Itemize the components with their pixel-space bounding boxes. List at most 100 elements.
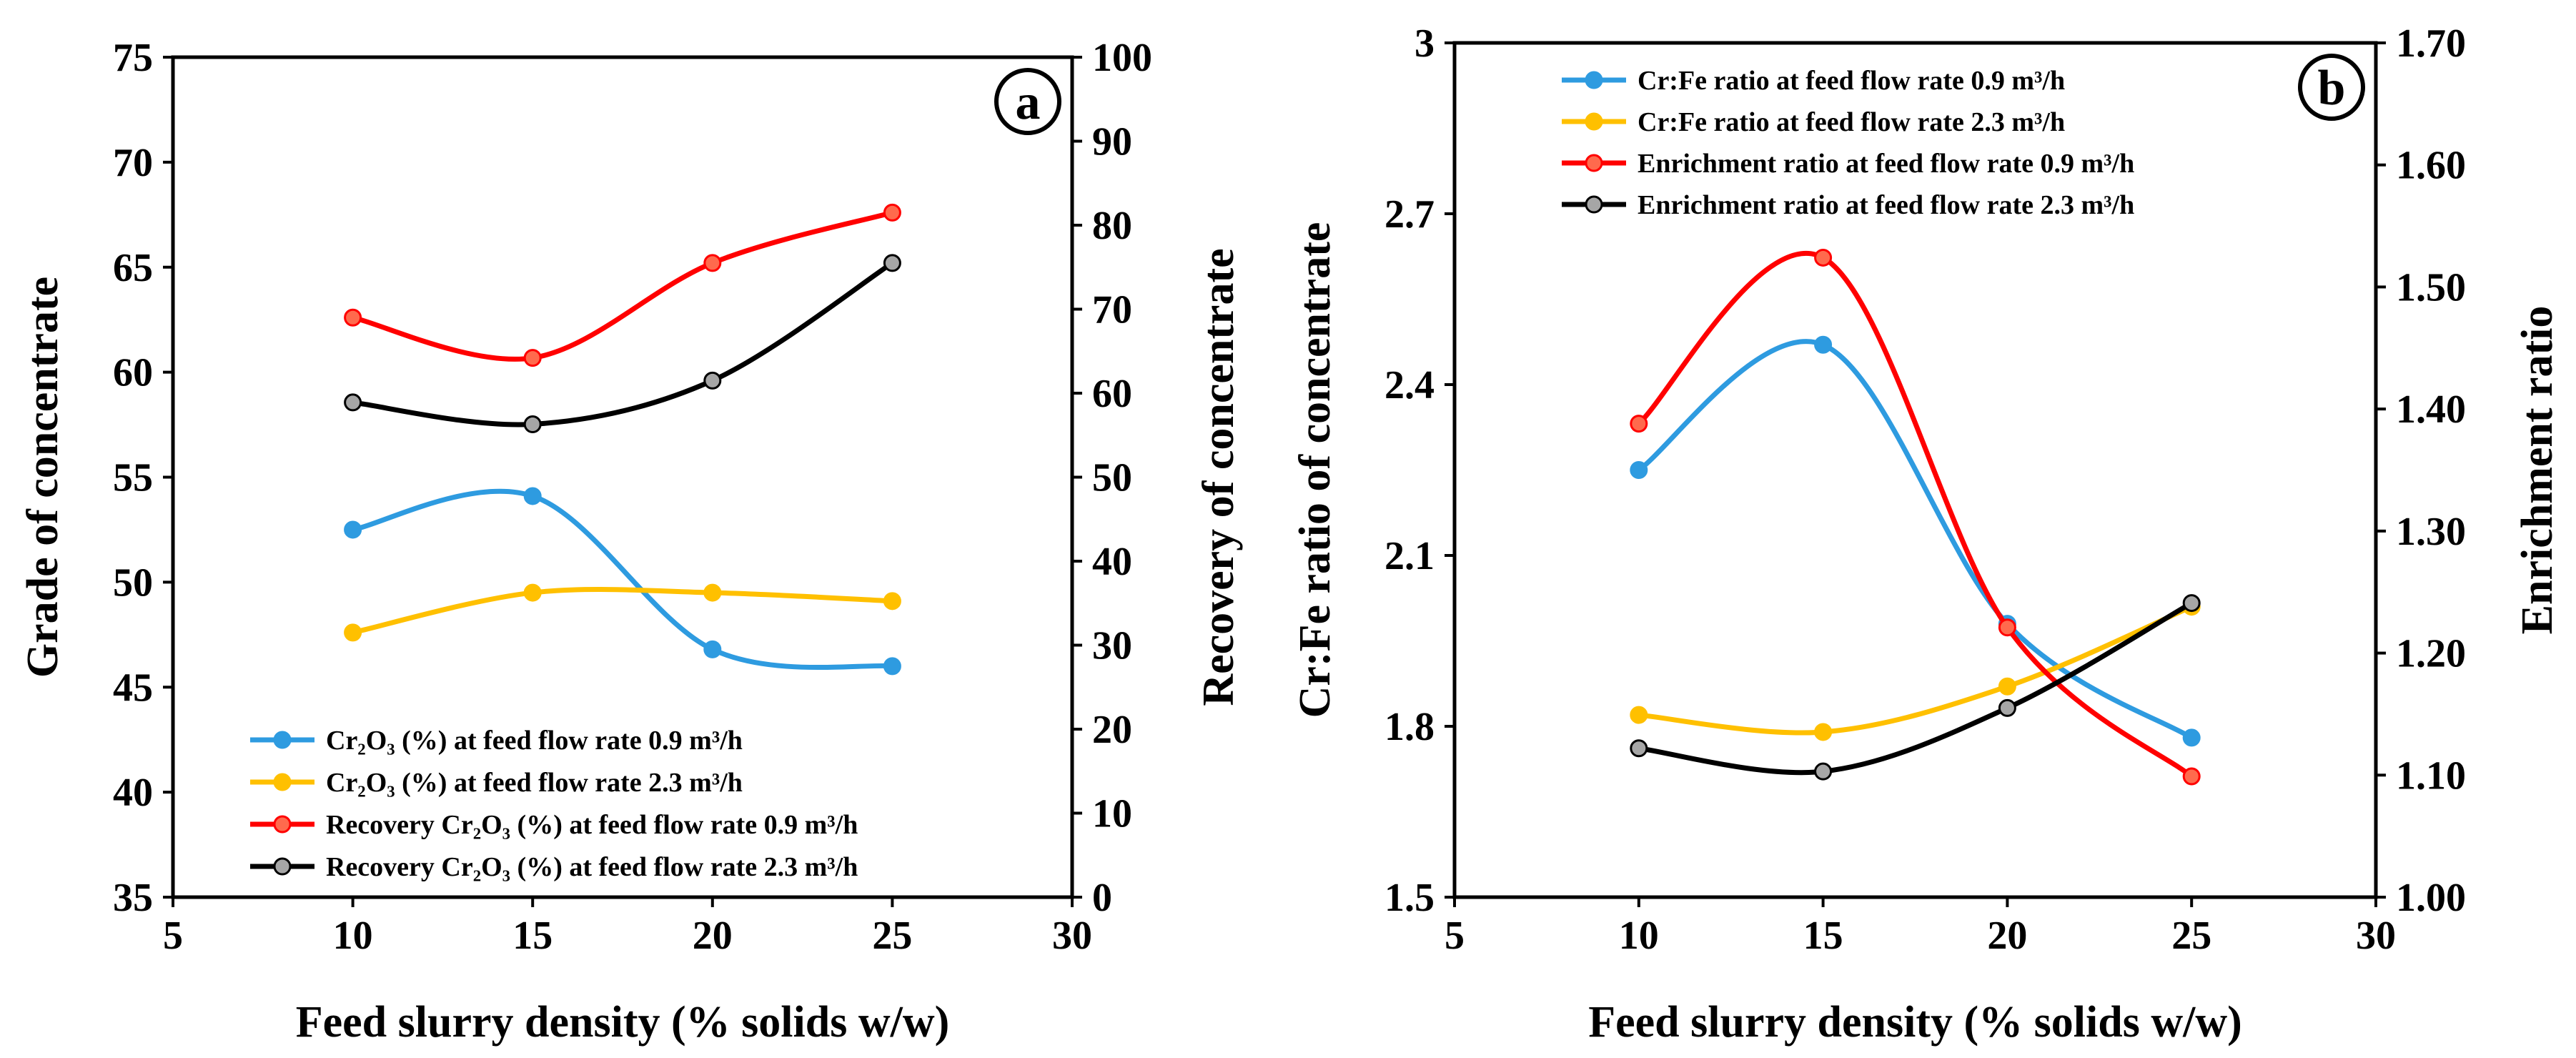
y-right-tick-label: 1.30 [2396,510,2466,554]
series-1-point [2182,728,2201,747]
series-3-point [523,349,542,367]
legend-marker-4 [273,857,292,876]
series-1-point [883,657,901,676]
legend-marker-2 [1585,112,1603,131]
legend-label-1: Cr₂O₃ (%) at feed flow rate 0.9 m³/h [326,726,743,756]
series-4-point [1814,762,1833,781]
series-3-point [2182,767,2201,786]
y-right-tick-label: 40 [1092,540,1132,584]
legend-marker-3 [273,815,292,834]
y-left-tick-label: 35 [113,876,153,920]
series-4-point [703,371,722,390]
series-4-point [2182,594,2201,613]
y-right-tick-label: 80 [1092,204,1132,248]
chart-panel-a: 5 10 15 20 25 30 35 40 45 50 55 60 65 70 75 0 10 20 30 40 50… [19,36,1243,1047]
y-right-tick-label: 1.50 [2396,265,2466,310]
x-axis-title: Feed slurry density (% solids w/w) [1588,998,2242,1047]
panel-label: a [1016,75,1041,130]
x-tick-label: 15 [512,914,553,958]
series-3-point [703,254,722,272]
series-1-point [1630,461,1648,479]
y-left-tick-label: 75 [113,36,153,80]
series-3-point [1630,415,1648,433]
y-right-tick-label: 0 [1092,876,1112,920]
y-right-tick-label: 1.10 [2396,753,2466,798]
x-axis-title: Feed slurry density (% solids w/w) [296,998,950,1047]
y-left-tick-label: 65 [113,246,153,290]
panel-label: b [2318,61,2346,116]
x-tick-label: 15 [1803,914,1843,958]
x-tick-label: 30 [2356,914,2396,958]
y-right-tick-label: 70 [1092,288,1132,332]
series-4-point [1630,739,1648,758]
y-left-tick-label: 55 [113,456,153,500]
y-right-tick-label: 1.60 [2396,144,2466,188]
series-line-4 [352,260,894,427]
series-2-point [523,583,542,602]
y-left-axis-title: Grade of concentrate [19,277,67,678]
legend-label-2: Cr:Fe ratio at feed flow rate 2.3 m³/h [1638,107,2065,137]
legend-label-3: Recovery Cr₂O₃ (%) at feed flow rate 0.9… [326,810,858,840]
series-1-point [703,640,722,658]
y-right-tick-label: 1.00 [2396,876,2466,920]
legend-label-4: Recovery Cr₂O₃ (%) at feed flow rate 2.3… [326,852,858,882]
y-left-tick-label: 1.8 [1384,705,1435,749]
series-1-point [1814,335,1833,354]
x-tick-label: 10 [333,914,373,958]
series-2-point [344,623,362,642]
legend-marker-1 [273,731,292,749]
y-right-tick-label: 50 [1092,456,1132,500]
series-line-3 [352,210,893,362]
y-right-tick-label: 100 [1092,36,1152,80]
y-right-axis-title: Recovery of concentrate [1194,248,1243,706]
legend-label-2: Cr₂O₃ (%) at feed flow rate 2.3 m³/h [326,768,743,798]
series-line-2 [352,586,893,636]
series-2-point [1998,677,2016,696]
series-2-point [1630,706,1648,724]
series-4-point [523,415,542,433]
y-left-tick-label: 70 [113,141,153,185]
series-2-point [1814,723,1833,741]
series-1-point [344,520,362,539]
series-4-point [344,393,362,412]
x-tick-label: 20 [693,914,733,958]
series-line-4 [1638,600,2193,776]
series-3-point [1814,248,1833,267]
legend-marker-2 [273,773,292,791]
series-2-point [703,583,722,602]
x-tick-label: 20 [1987,914,2027,958]
y-right-tick-label: 1.20 [2396,632,2466,676]
legend-marker-4 [1585,195,1603,214]
x-tick-label: 5 [163,914,183,958]
y-left-tick-label: 60 [113,351,153,395]
panel-label-badge [994,68,1061,135]
y-left-axis-title: Cr:Fe ratio of concentrate [1291,222,1339,718]
x-tick-label: 30 [1052,914,1092,958]
series-4-point [1998,698,2016,717]
y-left-tick-label: 50 [113,560,153,605]
y-right-tick-label: 20 [1092,708,1132,752]
legend-label-4: Enrichment ratio at feed flow rate 2.3 m… [1638,190,2134,220]
y-left-tick-label: 1.5 [1384,876,1435,920]
y-right-tick-label: 90 [1092,120,1132,164]
legend-marker-3 [1585,154,1603,172]
y-right-tick-label: 1.70 [2396,21,2466,66]
legend-marker-1 [1585,71,1603,89]
series-line-3 [1637,250,2194,778]
x-tick-label: 10 [1619,914,1659,958]
series-line-1 [1637,339,2194,740]
x-tick-label: 5 [1445,914,1465,958]
y-right-tick-label: 30 [1092,624,1132,668]
panel-label-badge [2298,54,2365,121]
x-tick-label: 25 [2171,914,2211,958]
y-right-tick-label: 60 [1092,372,1132,416]
y-right-axis-title: Enrichment ratio [2513,306,2562,635]
y-left-tick-label: 45 [113,666,153,710]
series-3-point [1998,618,2016,637]
y-left-tick-label: 2.7 [1384,192,1435,237]
legend-label-3: Enrichment ratio at feed flow rate 0.9 m… [1638,149,2134,179]
series-line-2 [1638,604,2193,736]
x-tick-label: 25 [872,914,912,958]
series-2-point [883,592,901,610]
